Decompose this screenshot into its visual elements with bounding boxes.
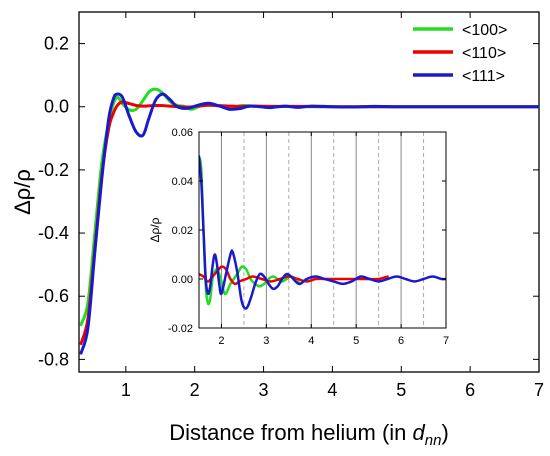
inset-ticks: 2 3 4 5 6 7 -0.02 0.00 0.02 0.04 0.06 [168,127,449,347]
inset-y-axis-title: Δρ/ρ [148,217,162,242]
inset-y-tick-label: 0.00 [172,274,193,286]
main-x-tick-label: 2 [190,380,200,400]
inset-y-tick-label: 0.06 [172,127,193,139]
inset-gridlines [220,132,425,328]
inset-x-tick-label: 7 [443,335,449,347]
main-x-tick-label: 7 [534,380,544,400]
main-x-tick-label: 4 [327,380,337,400]
inset-x-tick-label: 4 [308,335,314,347]
legend-label-2: <111> [462,68,505,85]
x-axis-title-nn: nn [425,432,442,449]
main-y-tick-label: 0.2 [44,34,69,54]
main-x-tick-label: 5 [396,380,406,400]
inset-x-tick-label: 2 [218,335,224,347]
inset-series-group [199,155,446,310]
main-y-tick-label: -0.6 [38,286,69,306]
main-y-tick-label: -0.8 [38,349,69,369]
legend-label-1: <110> [462,45,506,62]
main-plot-frame [78,11,540,373]
x-axis-title-close: ) [441,420,448,445]
main-y-tick-label: -0.4 [38,223,69,243]
main-x-tick-label: 6 [465,380,475,400]
x-axis-title-d: d [413,420,426,445]
main-x-tick-label: 1 [121,380,131,400]
main-ticks: 1 2 3 4 5 6 7 -0.8 -0.6 -0.4 -0.2 0.0 0.2 [38,12,544,400]
main-series-line-2 [79,92,539,355]
main-y-tick-label: -0.2 [38,160,69,180]
inset-series-line-2 [199,155,446,310]
inset-y-tick-label: -0.02 [168,323,193,335]
inset-x-tick-label: 3 [263,335,269,347]
main-y-axis-title: Δρ/ρ [10,169,35,215]
x-axis-title-text: Distance from helium (in [169,420,412,445]
inset-y-tick-label: 0.02 [172,225,193,237]
inset-background [199,132,446,328]
main-x-axis-title: Distance from helium (in dnn) [169,420,449,449]
main-y-tick-label: 0.0 [44,97,69,117]
main-series-group [79,87,539,355]
inset-y-tick-label: 0.04 [172,176,193,188]
legend-label-0: <100> [462,22,507,39]
inset-x-tick-label: 6 [398,335,404,347]
main-x-tick-label: 3 [259,380,269,400]
inset-x-tick-label: 5 [353,335,359,347]
legend: <100> <110> <111> [413,22,507,85]
